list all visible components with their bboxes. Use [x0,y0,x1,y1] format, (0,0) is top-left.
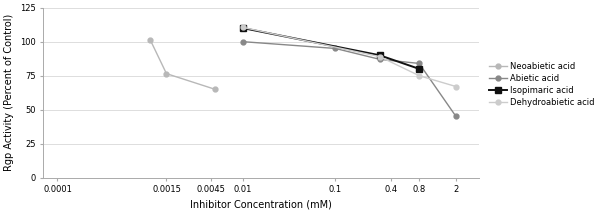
Isopimaric acid [376,54,383,56]
Line: Neoabietic acid: Neoabietic acid [148,37,218,92]
Legend: Neoabietic acid, Abietic acid, Isopimaric acid, Dehydroabietic acid: Neoabietic acid, Abietic acid, Isopimari… [487,60,597,108]
Abietic acid [239,40,246,43]
Line: Dehydroabietic acid: Dehydroabietic acid [240,25,459,89]
Isopimaric acid [239,27,246,29]
Neoabietic acid [212,88,219,91]
Isopimaric acid [415,68,423,70]
Abietic acid [376,58,383,61]
Neoabietic acid [163,72,170,75]
Dehydroabietic acid [415,74,423,77]
Neoabietic acid [147,38,154,41]
X-axis label: Inhibitor Concentration (mM): Inhibitor Concentration (mM) [190,200,332,210]
Line: Isopimaric acid: Isopimaric acid [240,25,422,72]
Line: Abietic acid: Abietic acid [240,39,459,119]
Dehydroabietic acid [239,26,246,29]
Abietic acid [453,115,460,118]
Dehydroabietic acid [453,85,460,88]
Y-axis label: Rgp Activity (Percent of Control): Rgp Activity (Percent of Control) [4,14,14,171]
Dehydroabietic acid [376,55,383,58]
Abietic acid [415,62,423,65]
Abietic acid [332,47,339,50]
